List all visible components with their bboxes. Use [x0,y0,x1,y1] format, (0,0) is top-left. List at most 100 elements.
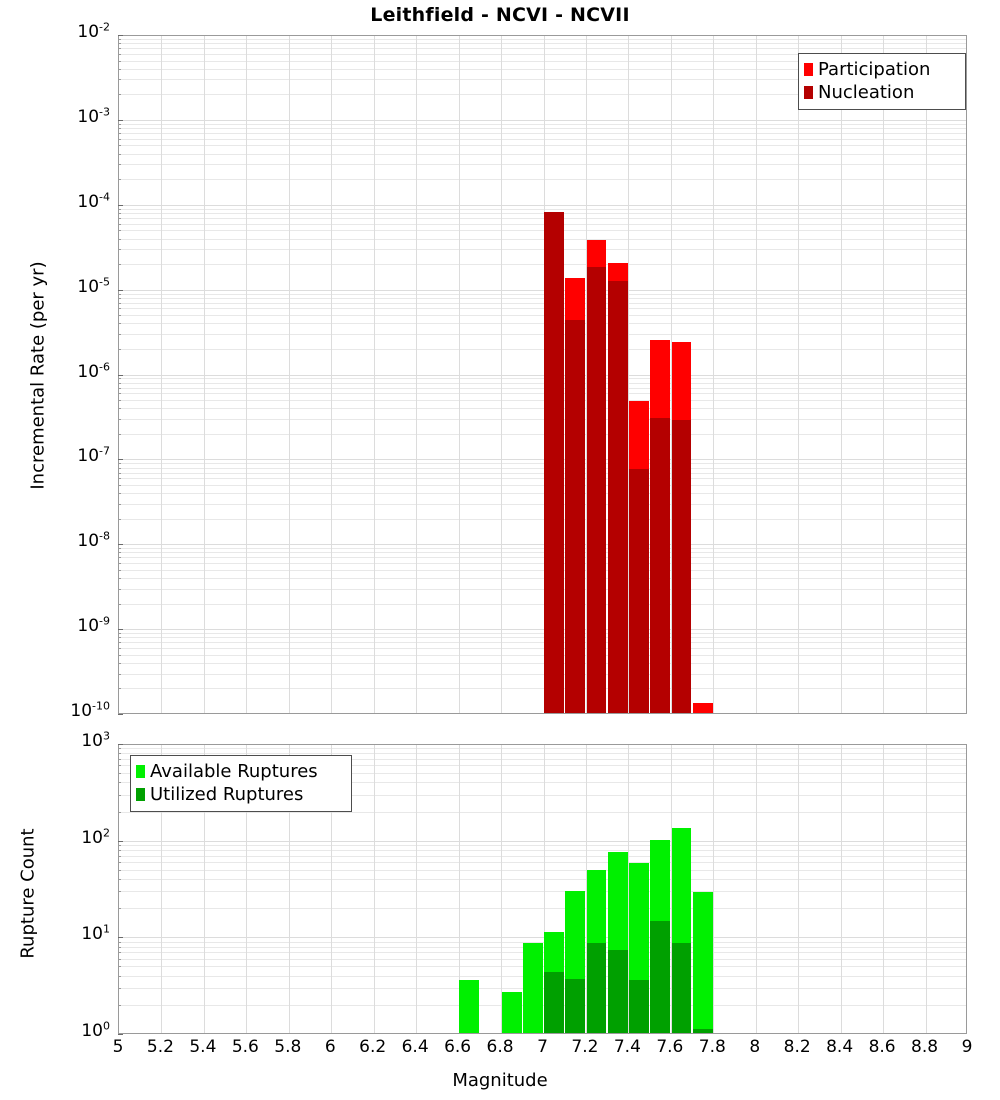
y-axis-tick-label: 10-5 [77,274,110,297]
gridline-vertical [544,745,545,1033]
gridline-horizontal [119,588,966,590]
gridline-horizontal [119,811,966,813]
gridline-vertical [713,36,714,713]
y-axis-minor-tick-mark [118,855,121,857]
gridline-vertical [628,36,629,713]
y-axis-minor-tick-mark [118,673,121,675]
legend-item-participation: Participation [804,58,959,81]
gridline-vertical [756,36,757,713]
gridline-horizontal [119,264,966,266]
y-axis-minor-tick-mark [118,862,121,864]
gridline-vertical [926,745,927,1033]
gridline-vertical [459,36,460,713]
gridline-vertical [841,36,842,713]
gridline-horizontal [119,603,966,605]
y-axis-tick-mark [118,119,123,121]
y-axis-minor-tick-mark [118,941,121,943]
y-axis-tick-label: 10-8 [77,529,110,552]
y-axis-minor-tick-mark [118,794,121,796]
y-axis-minor-tick-mark [118,891,121,893]
y-axis-minor-tick-mark [118,297,121,299]
gridline-horizontal [119,467,966,469]
gridline-horizontal [119,855,966,857]
gridline-horizontal [119,53,966,55]
y-axis-minor-tick-mark [118,123,121,125]
utilized-ruptures-color-swatch [136,788,145,801]
gridline-horizontal [119,128,966,130]
gridline-horizontal [119,544,966,546]
y-axis-minor-tick-mark [118,588,121,590]
y-axis-minor-tick-mark [118,153,121,155]
y-axis-minor-tick-mark [118,958,121,960]
gridline-horizontal [119,138,966,140]
x-axis-tick-label: 8 [749,1037,761,1057]
x-axis-tick-label: 5.2 [146,1037,174,1057]
bar-utilized-ruptures [671,942,692,1033]
y-axis-minor-tick-mark [118,302,121,304]
gridline-horizontal [119,230,966,232]
gridline-vertical [204,36,205,713]
legend-label: Available Ruptures [150,760,318,782]
y-axis-minor-tick-mark [118,753,121,755]
gridline-horizontal [119,68,966,70]
y-axis-tick-mark [118,204,123,206]
x-axis-tick-label: 6.2 [359,1037,387,1057]
y-axis-minor-tick-mark [118,758,121,760]
gridline-horizontal [119,400,966,402]
gridline-horizontal [119,408,966,410]
y-axis-minor-tick-mark [118,249,121,251]
y-axis-minor-tick-mark [118,164,121,166]
x-axis-tick-label: 7.2 [571,1037,599,1057]
gridline-horizontal [119,578,966,580]
y-axis-minor-tick-mark [118,467,121,469]
bar-nucleation [671,419,692,713]
y-axis-tick-mark [118,459,123,461]
y-axis-minor-tick-mark [118,348,121,350]
y-axis-minor-tick-mark [118,433,121,435]
bar-utilized-ruptures [607,950,628,1033]
y-axis-minor-tick-mark [118,472,121,474]
gridline-vertical [204,745,205,1033]
gridline-vertical [331,745,332,1033]
y-axis-minor-tick-mark [118,637,121,639]
y-axis-minor-tick-mark [118,879,121,881]
bottom-plot-y-axis-label: Rupture Count [17,828,39,959]
gridline-vertical [628,745,629,1033]
gridline-horizontal [119,223,966,225]
bar-participation [692,702,713,713]
gridline-horizontal [119,552,966,554]
y-axis-minor-tick-mark [118,418,121,420]
gridline-horizontal [119,418,966,420]
gridline-horizontal [119,308,966,310]
bar-available-ruptures [692,892,713,1033]
gridline-horizontal [119,387,966,389]
y-axis-minor-tick-mark [118,908,121,910]
y-axis-minor-tick-mark [118,60,121,62]
y-axis-tick-mark [118,840,123,842]
gridline-horizontal [119,869,966,871]
y-axis-minor-tick-mark [118,765,121,767]
gridline-vertical [374,36,375,713]
gridline-horizontal [119,765,966,767]
y-axis-minor-tick-mark [118,382,121,384]
gridline-horizontal [119,60,966,62]
page-title: Leithfield - NCVI - NCVII [370,4,630,26]
gridline-horizontal [119,164,966,166]
y-axis-minor-tick-mark [118,748,121,750]
gridline-horizontal [119,348,966,350]
gridline-horizontal [119,133,966,135]
gridline-horizontal [119,840,966,842]
y-axis-minor-tick-mark [118,408,121,410]
y-axis-minor-tick-mark [118,975,121,977]
gridline-vertical [926,36,927,713]
x-axis-tick-label: 9 [961,1037,973,1057]
gridline-horizontal [119,503,966,505]
y-axis-minor-tick-mark [118,334,121,335]
y-axis-minor-tick-mark [118,68,121,70]
y-axis-minor-tick-mark [118,493,121,495]
y-axis-minor-tick-mark [118,387,121,389]
gridline-horizontal [119,862,966,864]
y-axis-minor-tick-mark [118,603,121,605]
y-axis-minor-tick-mark [118,503,121,505]
gridline-horizontal [119,563,966,565]
